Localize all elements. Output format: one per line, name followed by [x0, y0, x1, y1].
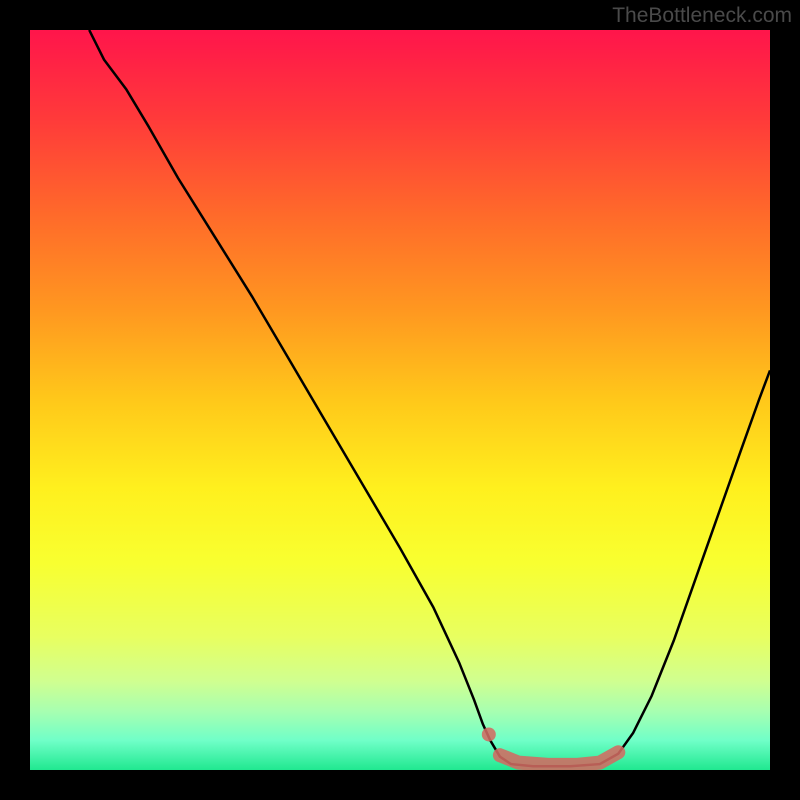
chart-area — [30, 30, 770, 770]
chart-background — [30, 30, 770, 770]
watermark-text: TheBottleneck.com — [612, 4, 792, 28]
chart-svg — [30, 30, 770, 770]
marker-dot — [482, 727, 496, 741]
